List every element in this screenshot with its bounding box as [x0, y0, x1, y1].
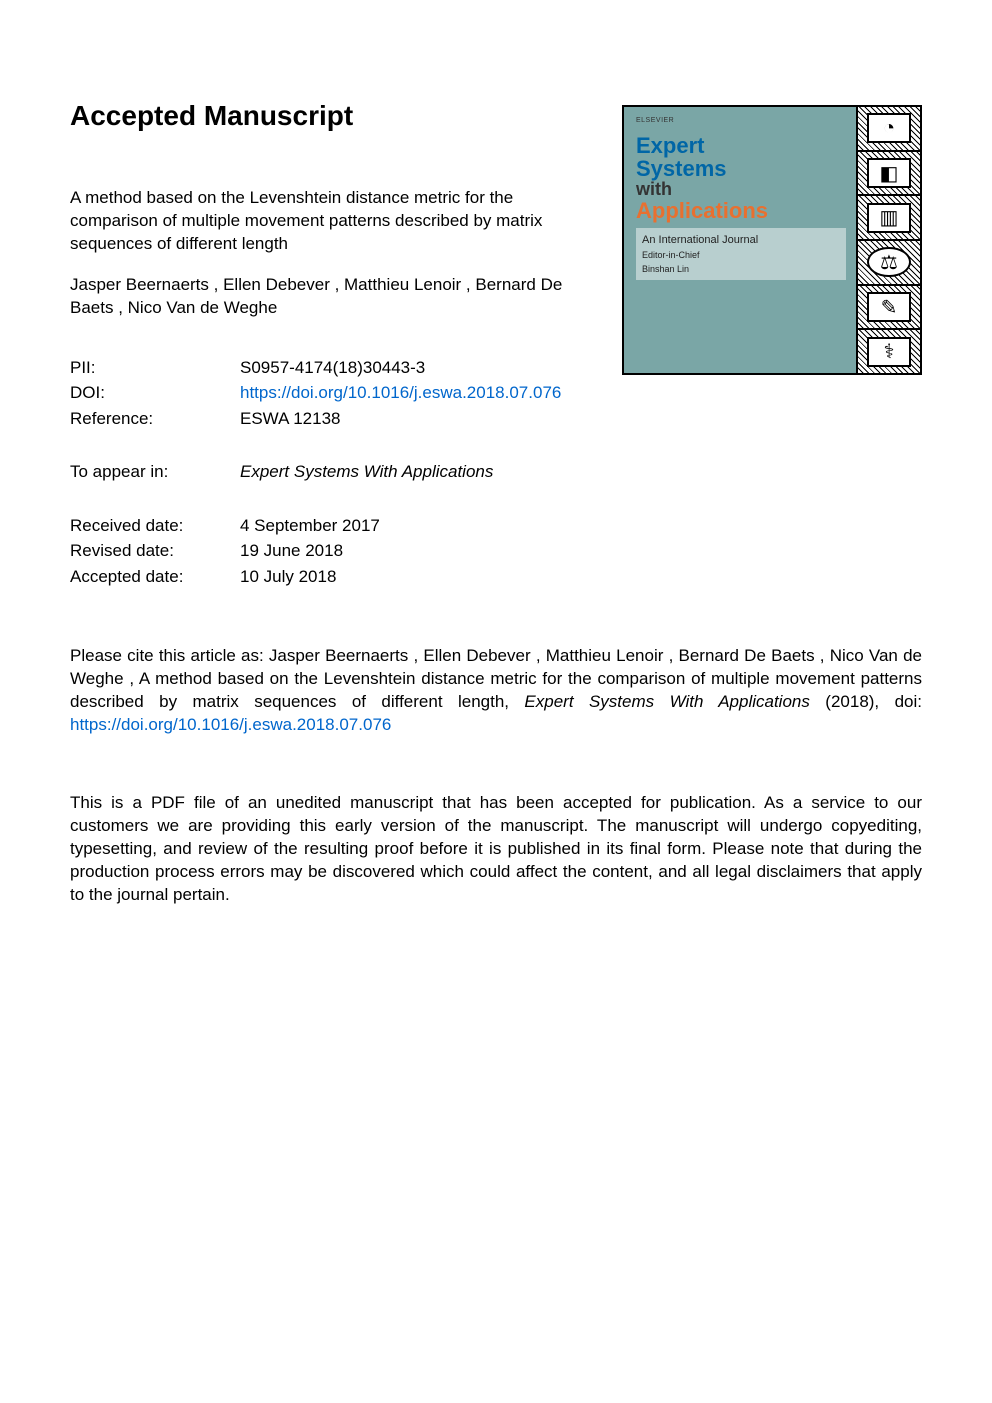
article-title: A method based on the Levenshtein distan…	[70, 187, 600, 256]
cover-subtitle: An International Journal	[642, 234, 758, 246]
pii-label: PII:	[70, 355, 240, 381]
revised-value: 19 June 2018	[240, 538, 343, 564]
metadata-block-2: To appear in: Expert Systems With Applic…	[70, 459, 922, 485]
pii-value: S0957-4174(18)30443-3	[240, 355, 425, 381]
citation-journal: Expert Systems With Applications	[524, 692, 809, 711]
citation-doi-link[interactable]: https://doi.org/10.1016/j.eswa.2018.07.0…	[70, 715, 391, 734]
cover-glyph-icon: ⚖	[867, 247, 910, 277]
cover-icon-cell: ◧	[858, 152, 920, 197]
cover-icon-cell: ⚕	[858, 330, 920, 373]
reference-value: ESWA 12138	[240, 406, 341, 432]
cover-title-line3: with	[636, 180, 846, 199]
received-label: Received date:	[70, 513, 240, 539]
cover-icon-cell: ⚖	[858, 241, 920, 286]
accepted-value: 10 July 2018	[240, 564, 336, 590]
metadata-block-3: Received date: 4 September 2017 Revised …	[70, 513, 922, 590]
appear-value: Expert Systems With Applications	[240, 462, 493, 481]
received-value: 4 September 2017	[240, 513, 380, 539]
disclaimer-text: This is a PDF file of an unedited manusc…	[70, 792, 922, 907]
cover-glyph-icon: ⚕	[867, 337, 910, 367]
cover-icon-cell: ✎	[858, 286, 920, 331]
cover-icon-cell: ▥	[858, 196, 920, 241]
cover-title-line2: Systems	[636, 157, 846, 180]
cover-icon-cell: ◔	[858, 107, 920, 152]
citation-text: Please cite this article as: Jasper Beer…	[70, 645, 922, 737]
doi-label: DOI:	[70, 380, 240, 406]
cover-subtitle-box: An International Journal Editor-in-Chief…	[636, 228, 846, 280]
cover-glyph-icon: ▥	[867, 203, 910, 233]
cover-glyph-icon: ✎	[867, 292, 910, 322]
reference-label: Reference:	[70, 406, 240, 432]
doi-link[interactable]: https://doi.org/10.1016/j.eswa.2018.07.0…	[240, 383, 561, 402]
cover-eic-name: Binshan Lin	[642, 264, 840, 274]
cover-glyph-icon: ◔	[867, 113, 910, 143]
cover-journal-title: Expert Systems with Applications	[636, 134, 846, 222]
cover-icon-strip: ◔ ◧ ▥ ⚖ ✎ ⚕	[856, 107, 920, 373]
accepted-label: Accepted date:	[70, 564, 240, 590]
appear-label: To appear in:	[70, 459, 240, 485]
cover-info-panel: ELSEVIER Expert Systems with Application…	[624, 107, 856, 373]
cover-title-line4: Applications	[636, 199, 846, 222]
journal-cover-thumbnail: ELSEVIER Expert Systems with Application…	[622, 105, 922, 375]
revised-label: Revised date:	[70, 538, 240, 564]
cover-title-line1: Expert	[636, 134, 846, 157]
author-list: Jasper Beernaerts , Ellen Debever , Matt…	[70, 274, 600, 320]
cover-glyph-icon: ◧	[867, 158, 910, 188]
cover-eic-label: Editor-in-Chief	[642, 250, 840, 260]
citation-year: (2018), doi:	[810, 692, 922, 711]
cover-publisher: ELSEVIER	[636, 117, 846, 124]
